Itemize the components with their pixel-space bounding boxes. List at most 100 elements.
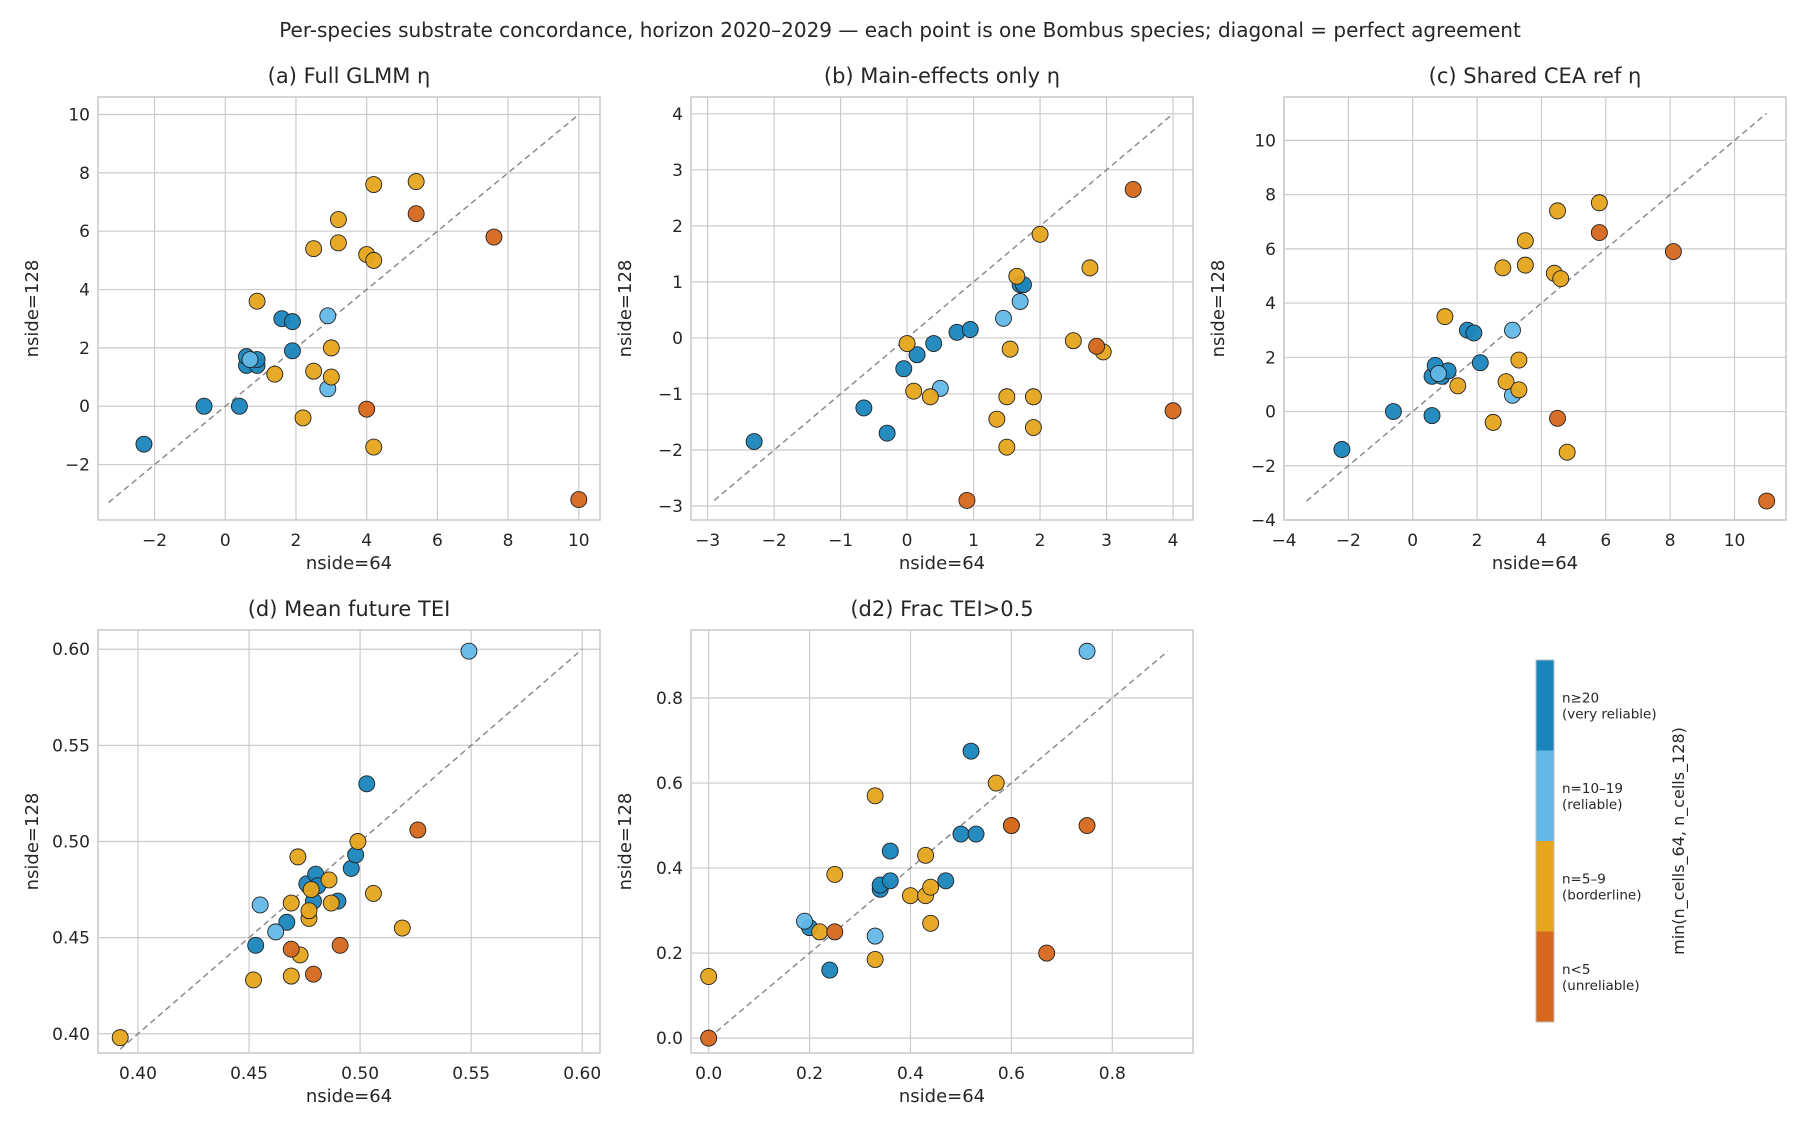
species-point [278,913,296,931]
species-point [111,1029,129,1047]
species-point [1002,817,1020,835]
species-point [230,397,248,415]
x-tick-label: 0.60 [563,1064,601,1084]
y-axis-label: nside=128 [615,260,636,358]
species-point [745,433,763,451]
y-tick-label: 4 [79,281,90,301]
species-point [349,833,367,850]
species-point [881,842,899,860]
species-point [283,313,301,331]
species-point [407,205,425,223]
x-tick-label: 0 [1407,531,1418,551]
x-tick-label: 0.0 [695,1064,722,1084]
identity-diagonal [108,113,580,504]
species-point [485,228,503,246]
y-tick-label: 0.60 [52,640,90,660]
species-point [1001,340,1019,358]
x-tick-label: −2 [142,531,167,551]
species-point [358,400,376,418]
y-tick-label: 2 [1265,348,1276,368]
species-point [1078,642,1096,660]
species-point [331,936,349,954]
species-point [300,902,318,920]
plot-frame [97,629,601,1054]
species-point [1031,225,1049,243]
colorbar-label: n=5–9 [1562,871,1606,887]
colorbar-segment-very_reliable [1536,660,1554,751]
species-point [282,894,300,912]
panel-1: −2 0 2 4 6 8 10 −2 0 2 4 6 8 10 (a) Full GLMM η nside=6… [22,64,601,574]
species-point [322,894,340,912]
x-axis-label: nside=64 [899,553,985,574]
y-tick-label: 0 [79,397,90,417]
x-tick-label: 0.50 [341,1064,379,1084]
species-point [1008,267,1026,285]
plot-frame [1283,96,1787,521]
y-tick-label: 0.55 [52,736,90,756]
species-point [1011,293,1029,310]
species-point [135,435,153,453]
species-point [1465,324,1483,342]
x-tick-label: 10 [568,531,590,551]
species-point [365,438,383,456]
x-tick-label: 0.6 [998,1064,1025,1084]
species-point [364,884,382,902]
colorbar: n≥20(very reliable) n=10–19(reliable) n=5–… [1535,659,1689,1023]
x-tick-label: 4 [1168,531,1179,551]
x-tick-label: 4 [361,531,372,551]
species-point [905,382,923,400]
species-point [241,351,259,369]
x-tick-label: 8 [503,531,514,551]
species-point [282,967,300,985]
x-tick-label: 0 [902,531,913,551]
y-tick-label: −4 [1251,511,1276,531]
figure-suptitle: Per-species substrate concordance, horiz… [279,18,1521,42]
species-point [866,787,884,805]
species-point [393,919,411,937]
x-tick-label: −3 [695,531,720,551]
species-point [998,388,1016,406]
y-tick-label: −2 [658,441,683,461]
species-point [826,923,844,941]
x-tick-label: 10 [1724,531,1746,551]
x-tick-label: 0.40 [119,1064,157,1084]
plot-frame [690,629,1194,1054]
species-point [898,335,916,352]
x-tick-label: −2 [762,531,787,551]
panel-title: (b) Main-effects only η [824,64,1060,88]
x-tick-label: 8 [1665,531,1676,551]
species-point [902,887,919,905]
y-tick-label: 10 [1254,131,1276,151]
species-point [289,848,307,866]
species-point [1333,441,1351,458]
species-point [1081,259,1099,277]
species-point [1449,377,1467,395]
y-axis-label: nside=128 [22,793,43,891]
species-point [866,951,884,968]
species-point [1484,413,1502,431]
species-point [1494,259,1512,277]
species-point [1549,409,1566,427]
species-point [282,940,300,958]
species-point [305,362,323,380]
y-tick-label: 0.40 [52,1025,90,1045]
panel-title: (d) Mean future TEI [248,597,451,621]
species-point [1510,351,1528,369]
y-tick-label: 0.0 [656,1029,683,1049]
y-tick-label: 0 [1265,403,1276,423]
species-point [1088,337,1106,355]
species-point [1384,403,1402,420]
species-point [322,368,340,386]
plot-frame [690,96,1194,521]
y-tick-label: 4 [672,105,683,125]
species-point [895,360,913,378]
x-tick-label: 0.8 [1099,1064,1126,1084]
species-point [925,335,943,352]
y-tick-label: 8 [1265,186,1276,206]
species-point [1516,232,1534,250]
x-tick-label: 4 [1536,531,1547,551]
x-tick-label: 0.45 [230,1064,268,1084]
species-point [967,825,985,843]
colorbar-label-sub: (very reliable) [1562,706,1657,722]
